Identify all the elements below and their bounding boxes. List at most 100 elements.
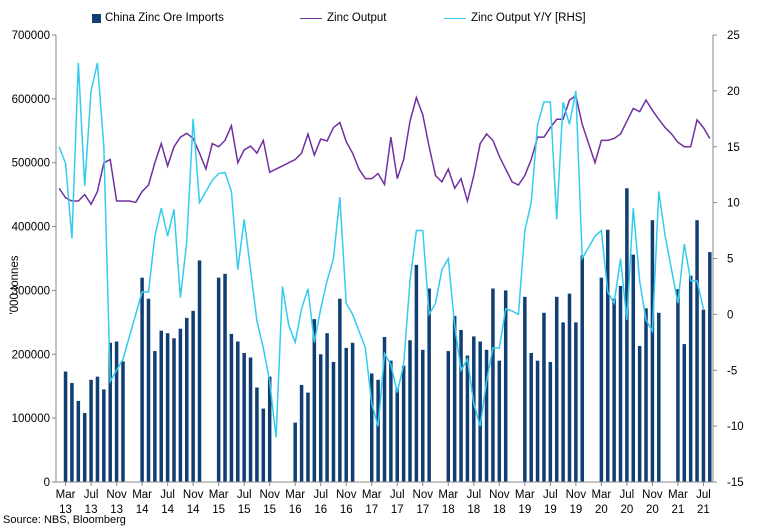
import-bar [529, 353, 533, 482]
import-bar [153, 351, 157, 482]
import-bar [503, 290, 508, 482]
right-tick-label: -5 [727, 365, 737, 377]
x-tick-month: Nov [642, 489, 663, 501]
x-tick-year: 13 [59, 504, 72, 516]
left-tick-label: 700000 [12, 30, 50, 42]
import-bar [255, 387, 259, 482]
x-tick-month: Jul [237, 489, 252, 501]
import-bar [574, 322, 578, 482]
tick-labels: 0 100000 200000 300000 400000 500000 600000 700… [12, 30, 744, 516]
import-bar [121, 361, 125, 482]
import-bar [102, 389, 106, 482]
import-bar [159, 330, 163, 482]
x-tick-year: 21 [672, 504, 685, 516]
left-tick-label: 100000 [12, 413, 50, 425]
x-tick-month: Mar [515, 489, 535, 501]
x-tick-month: Nov [489, 489, 510, 501]
import-bar [338, 298, 342, 482]
left-tick-label: 600000 [12, 94, 50, 106]
x-tick-year: 15 [212, 504, 225, 516]
import-bar [459, 330, 463, 482]
import-bar [242, 353, 246, 482]
x-tick-year: 21 [697, 504, 710, 516]
import-bar [191, 310, 195, 482]
x-tick-year: 17 [365, 504, 378, 516]
import-bar [548, 361, 553, 482]
left-tick-label: 500000 [12, 158, 50, 170]
x-tick-month: Jul [466, 489, 481, 501]
legend-label-yoy: Zinc Output Y/Y [RHS] [471, 12, 586, 24]
legend-label-imports: China Zinc Ore Imports [105, 12, 224, 24]
import-bar [95, 376, 100, 482]
import-bar [446, 351, 451, 482]
import-bar [172, 338, 176, 482]
x-tick-year: 20 [646, 504, 659, 516]
x-tick-year: 13 [110, 504, 123, 516]
import-bar [229, 333, 234, 482]
x-tick-year: 16 [289, 504, 302, 516]
x-tick-year: 20 [595, 504, 608, 516]
output-swatch [300, 17, 322, 19]
right-tick-label: 25 [727, 30, 740, 42]
import-bar [484, 349, 489, 482]
import-bar [216, 277, 221, 482]
legend-item-imports: China Zinc Ore Imports [92, 12, 224, 24]
import-bar [165, 333, 170, 482]
import-bar [657, 312, 661, 482]
import-bar [306, 392, 310, 482]
import-bar [140, 277, 144, 482]
x-tick-month: Nov [413, 489, 434, 501]
import-bar [561, 322, 565, 482]
import-bar [344, 347, 348, 482]
x-tick-year: 18 [442, 504, 455, 516]
x-tick-month: Jul [313, 489, 328, 501]
import-bar [236, 341, 240, 482]
import-bar [542, 312, 546, 482]
import-bar [472, 336, 476, 482]
imports-bars [63, 188, 712, 482]
x-tick-month: Nov [259, 489, 280, 501]
left-tick-label: 0 [44, 477, 50, 489]
import-bar [312, 319, 317, 482]
import-bar [478, 341, 482, 482]
legend-label-output: Zinc Output [327, 12, 387, 24]
import-bar [701, 309, 706, 482]
import-bar [535, 360, 540, 482]
import-bar [248, 357, 253, 482]
x-tick-month: Jul [620, 489, 635, 501]
x-tick-year: 15 [263, 504, 276, 516]
zinc-output-line [58, 94, 711, 206]
chart-legend: China Zinc Ore Imports Zinc Output Zinc … [0, 12, 770, 32]
x-tick-year: 15 [238, 504, 251, 516]
x-tick-month: Mar [591, 489, 611, 501]
x-tick-month: Mar [56, 489, 76, 501]
import-bar [408, 340, 412, 482]
import-bar [401, 365, 406, 482]
import-bar [146, 298, 151, 482]
x-tick-month: Nov [336, 489, 357, 501]
import-bar [497, 360, 502, 482]
import-bar [70, 383, 74, 482]
import-bar [76, 400, 81, 482]
left-tick-label: 300000 [12, 285, 50, 297]
import-bar [108, 342, 112, 482]
right-tick-label: 15 [727, 142, 740, 154]
import-bar [414, 264, 419, 482]
x-tick-month: Mar [438, 489, 458, 501]
source-note: Source: NBS, Bloomberg [3, 514, 126, 526]
import-bar [89, 379, 93, 482]
x-tick-year: 17 [391, 504, 404, 516]
import-bar [331, 361, 336, 482]
import-bar [325, 333, 329, 482]
import-bar [261, 408, 266, 482]
left-tick-label: 400000 [12, 222, 50, 234]
import-bar [452, 315, 457, 482]
import-bar [580, 255, 584, 482]
import-bar [267, 376, 272, 482]
import-bar [376, 379, 380, 482]
x-tick-year: 14 [136, 504, 149, 516]
import-bar [465, 355, 470, 482]
x-tick-month: Nov [106, 489, 127, 501]
right-tick-label: -15 [727, 477, 744, 489]
x-tick-year: 14 [187, 504, 200, 516]
